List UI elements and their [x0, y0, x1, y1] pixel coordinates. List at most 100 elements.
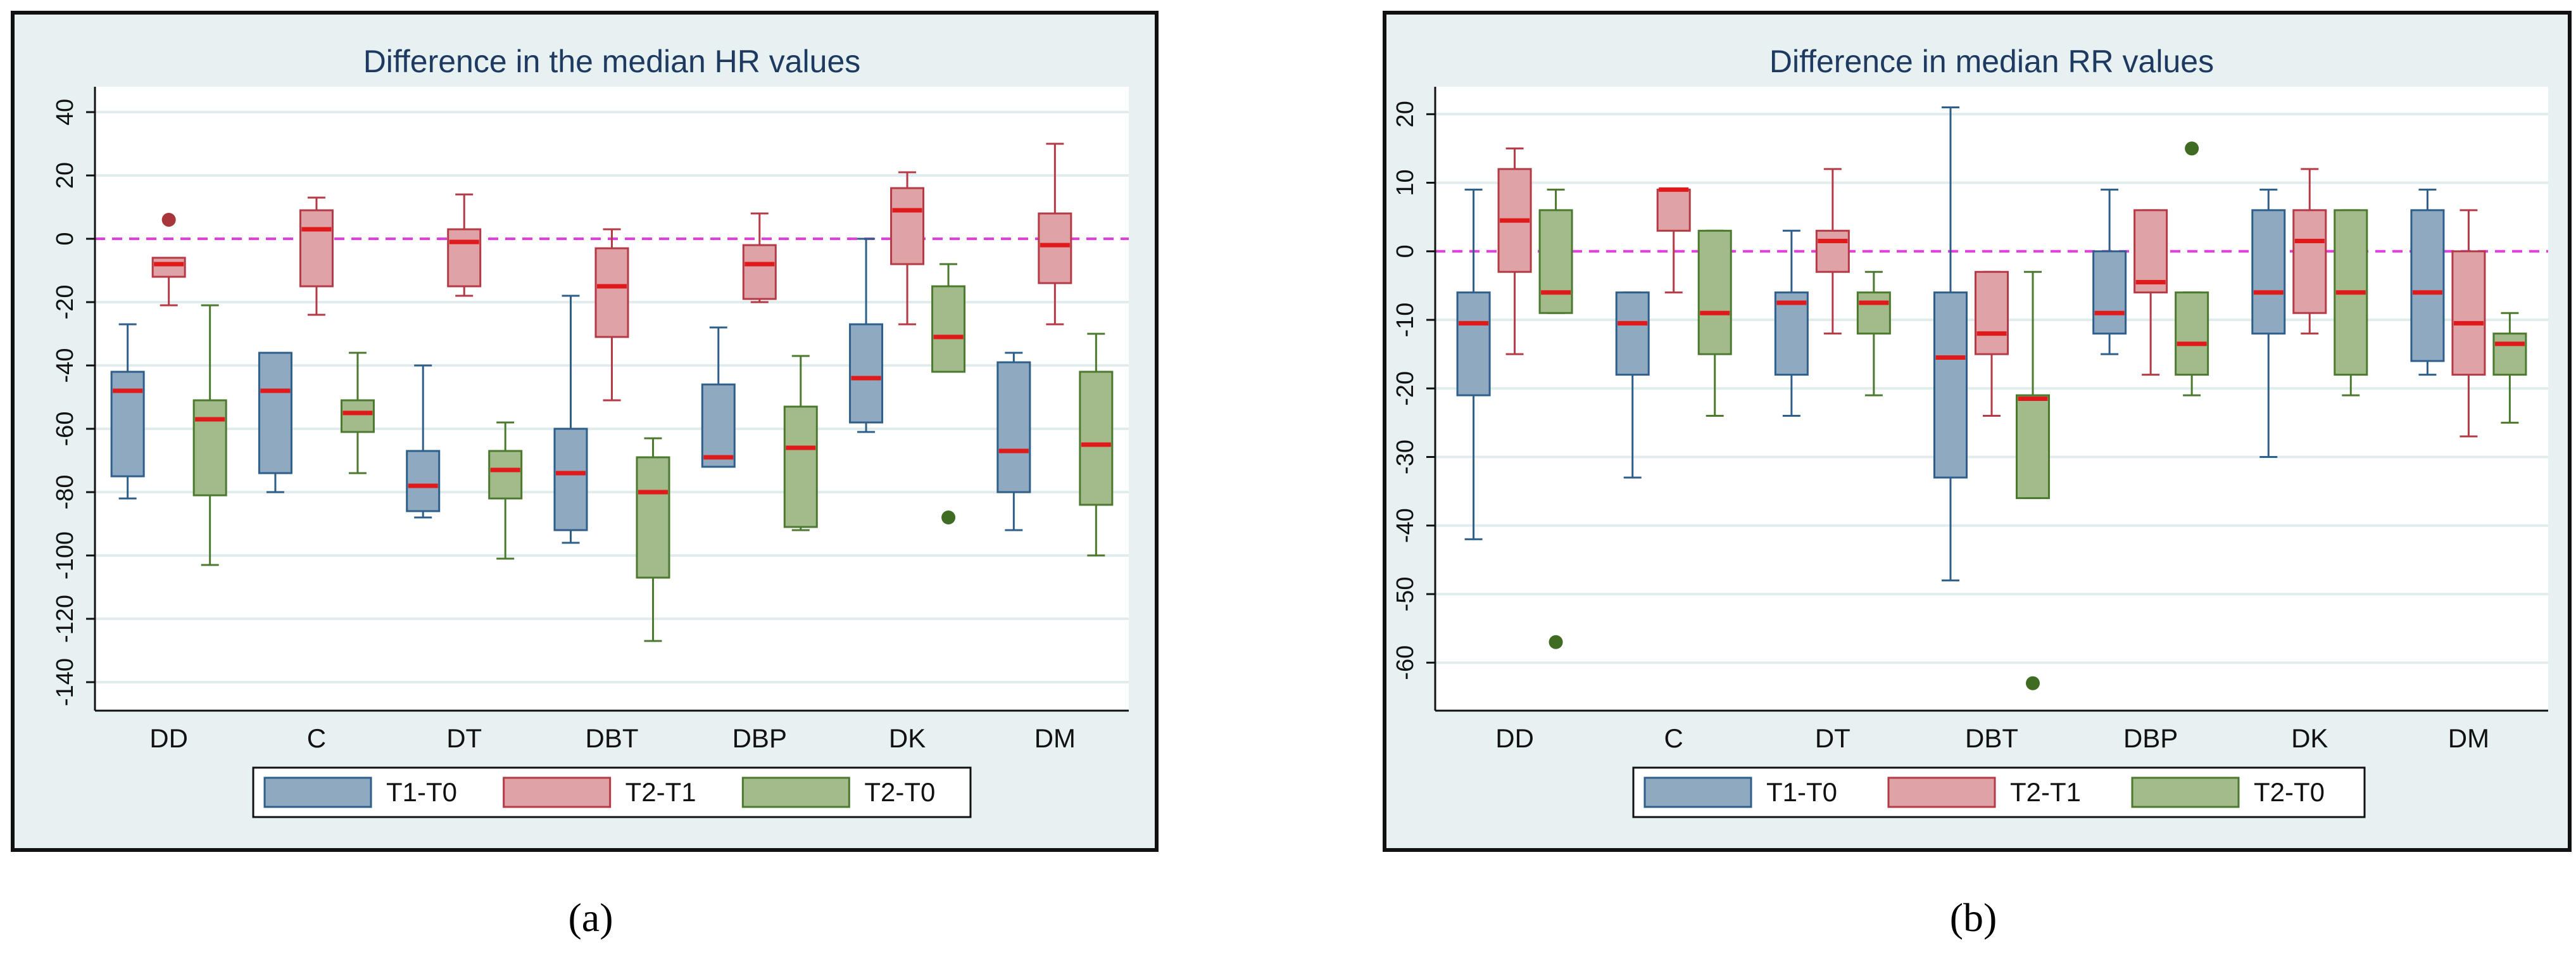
chart-panel-b: Difference in median RR values 20 10 0 -10 -2… — [1383, 11, 2572, 940]
box-T2-T1-DD — [151, 213, 186, 307]
box-body — [2016, 394, 2050, 499]
category-label: DM — [2448, 723, 2489, 753]
y-tick-label: -120 — [52, 595, 79, 643]
y-tick-label: 0 — [1392, 244, 1419, 258]
box-body — [447, 228, 482, 288]
category-label: DK — [889, 723, 926, 753]
box-T1-T0-C — [1615, 291, 1650, 479]
y-tick-label: 40 — [52, 99, 79, 125]
box-T1-T0-DK — [849, 238, 884, 433]
panel-caption: (b) — [1950, 895, 1997, 940]
box-body — [299, 209, 334, 288]
box-T2-T0-DT — [488, 421, 523, 560]
box-T2-T0-DD — [1538, 188, 1573, 649]
category-label: DT — [446, 723, 482, 753]
legend-label: T1-T0 — [386, 777, 457, 807]
legend-label: T2-T0 — [864, 777, 935, 807]
box-body — [1975, 270, 2009, 355]
category-label: DM — [1034, 723, 1076, 753]
box-body — [2410, 209, 2445, 362]
y-tick-label: -60 — [52, 412, 79, 447]
box-body — [1856, 291, 1891, 335]
box-T1-T0-DM — [996, 352, 1031, 531]
box-body — [1656, 188, 1691, 232]
y-tick-label: -50 — [1392, 577, 1419, 612]
box-body — [192, 399, 227, 497]
box-T2-T0-DM — [1079, 333, 1114, 557]
box-body — [488, 450, 523, 500]
box-T1-T0-DD — [110, 323, 145, 500]
box-T2-T1-DBT — [1975, 270, 2009, 417]
box-T2-T1-DBP — [2133, 209, 2168, 376]
box-body — [1038, 212, 1072, 284]
box-T1-T0-DK — [2251, 188, 2286, 459]
category-label: DBP — [2123, 723, 2178, 753]
box-body — [1079, 371, 1114, 506]
box-body — [1815, 229, 1850, 273]
box-T2-T0-DD — [192, 304, 227, 566]
outlier-point — [941, 511, 956, 524]
box-T1-T0-DT — [406, 364, 441, 519]
box-T1-T0-DT — [1774, 229, 1809, 417]
y-tick-label: -40 — [1392, 508, 1419, 543]
category-label: DBT — [586, 723, 639, 753]
legend-swatch-T1-T0 — [1643, 777, 1752, 808]
box-T1-T0-DBT — [1933, 106, 1968, 581]
box-T2-T1-DM — [2451, 209, 2486, 438]
box-T2-T1-DD — [1497, 147, 1532, 355]
outlier-point — [2185, 141, 2199, 156]
box-body — [1697, 229, 1732, 355]
y-tick-label: -20 — [52, 285, 79, 320]
legend: T1-T0 T2-T1 T2-T0 — [1632, 766, 2366, 818]
legend-label: T1-T0 — [1766, 777, 1837, 807]
outlier-point — [2026, 676, 2040, 690]
box-body — [151, 257, 186, 278]
box-T2-T1-DK — [2292, 168, 2327, 335]
box-T1-T0-DBP — [701, 326, 736, 468]
box-T1-T0-DM — [2410, 188, 2445, 376]
box-body — [2451, 250, 2486, 376]
box-T2-T1-DT — [447, 193, 482, 297]
category-label: DD — [149, 723, 188, 753]
y-tick-label: -20 — [1392, 371, 1419, 406]
box-T1-T0-DD — [1456, 188, 1491, 540]
y-tick-label: 0 — [52, 232, 79, 245]
box-T2-T1-DBT — [594, 228, 629, 402]
box-body — [783, 405, 818, 528]
category-label: DBP — [732, 723, 787, 753]
box-body — [1615, 291, 1650, 376]
box-T1-T0-DBP — [2092, 188, 2127, 355]
box-T2-T0-DBP — [2175, 141, 2209, 396]
box-T2-T1-C — [1656, 187, 1691, 294]
box-T2-T0-DM — [2492, 312, 2527, 424]
category-label: DT — [1815, 723, 1850, 753]
box-T2-T0-DK — [2334, 209, 2368, 396]
legend-label: T2-T0 — [2254, 777, 2325, 807]
panel-caption: (a) — [568, 895, 613, 940]
box-body — [931, 285, 966, 373]
box-body — [553, 428, 588, 531]
box-body — [849, 323, 884, 424]
legend-swatch-T2-T1 — [1887, 777, 1996, 808]
box-T2-T0-C — [340, 352, 375, 474]
legend-label: T2-T1 — [2010, 777, 2081, 807]
chart-panel-a: Difference in the median HR values 40 20 0 -… — [11, 11, 1159, 940]
y-tick-label: -60 — [1392, 645, 1419, 680]
box-T1-T0-C — [258, 352, 292, 493]
box-T2-T0-DBP — [783, 355, 818, 531]
box-body — [340, 399, 375, 433]
y-tick-label: -40 — [52, 348, 79, 383]
box-body — [636, 456, 670, 579]
box-body — [742, 244, 777, 300]
y-tick-label: 10 — [1392, 169, 1419, 196]
box-T2-T0-C — [1697, 229, 1732, 417]
y-tick-label: -100 — [52, 531, 79, 580]
category-label: DK — [2291, 723, 2328, 753]
box-body — [406, 450, 441, 512]
chart-title: Difference in median RR values — [1769, 44, 2214, 79]
y-tick-label: 20 — [1392, 101, 1419, 127]
legend-swatch-T2-T0 — [741, 777, 850, 808]
legend-swatch-T1-T0 — [263, 777, 372, 808]
box-body — [1456, 291, 1491, 396]
